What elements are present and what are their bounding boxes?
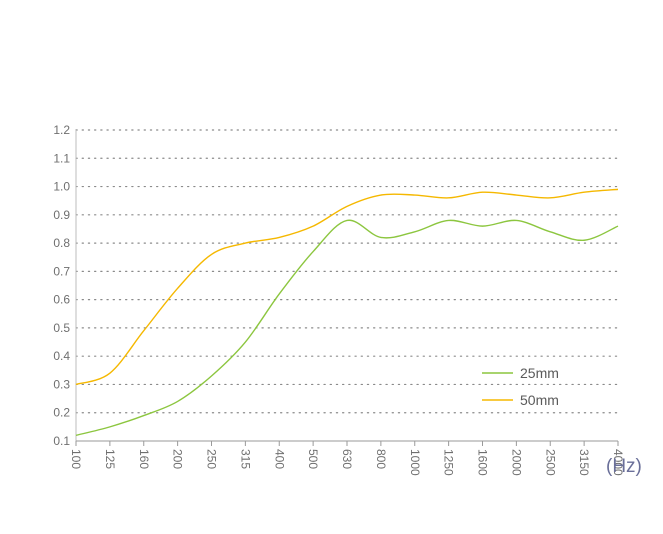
data-point — [142, 329, 145, 332]
data-point — [447, 196, 450, 199]
x-tick-label: 800 — [374, 449, 388, 469]
data-point — [481, 191, 484, 194]
y-tick-label: 0.8 — [53, 236, 70, 250]
x-tick-label: 1250 — [442, 449, 456, 476]
data-point — [379, 236, 382, 239]
data-point — [549, 230, 552, 233]
data-point — [583, 191, 586, 194]
axis-layer: 0.1 0.2 0.3 0.4 0.5 0.6 0.7 0.8 0.9 1.0 1.1 1.2 100 1… — [53, 123, 625, 476]
data-point — [413, 230, 416, 233]
y-tick-label: 0.4 — [53, 349, 70, 363]
y-tick-label: 1.2 — [53, 123, 70, 137]
x-tick-label: 500 — [306, 449, 320, 469]
y-tick-label: 0.2 — [53, 406, 70, 420]
legend-label: 50mm — [520, 392, 559, 408]
data-point — [244, 340, 247, 343]
data-point — [74, 383, 77, 386]
y-tick-label: 1.0 — [53, 180, 70, 194]
x-tick-label: 250 — [205, 449, 219, 469]
y-tick-label: 0.7 — [53, 264, 70, 278]
x-tick-label: 2500 — [543, 449, 557, 476]
x-tick-label: 4000 — [611, 449, 625, 476]
data-point — [515, 193, 518, 196]
series-line-50mm — [75, 188, 619, 386]
data-point — [616, 188, 619, 191]
data-point — [447, 219, 450, 222]
data-point — [176, 287, 179, 290]
data-point — [210, 253, 213, 256]
data-point — [549, 196, 552, 199]
data-point — [244, 241, 247, 244]
data-point — [312, 225, 315, 228]
x-tick-label: 1600 — [476, 449, 490, 476]
x-tick-label: 1000 — [408, 449, 422, 476]
x-tick-label: 125 — [103, 449, 117, 469]
data-point — [515, 219, 518, 222]
x-tick-label: 2000 — [509, 449, 523, 476]
data-point — [74, 434, 77, 437]
data-point — [108, 372, 111, 375]
data-point — [176, 400, 179, 403]
data-point — [142, 414, 145, 417]
x-tick-label: 3150 — [577, 449, 591, 476]
x-tick-label: 200 — [171, 449, 185, 469]
data-point — [210, 374, 213, 377]
data-point — [379, 193, 382, 196]
x-tick-label: 315 — [238, 449, 252, 469]
x-tick-label: 400 — [272, 449, 286, 469]
y-tick-label: 0.3 — [53, 377, 70, 391]
series-layer — [74, 188, 619, 437]
data-point — [278, 236, 281, 239]
data-point — [616, 225, 619, 228]
data-point — [413, 193, 416, 196]
x-tick-label: 630 — [340, 449, 354, 469]
x-axis-unit-label: (Hz) — [606, 456, 642, 477]
y-tick-label: 0.1 — [53, 434, 70, 448]
y-tick-label: 0.9 — [53, 208, 70, 222]
data-point — [108, 425, 111, 428]
data-point — [312, 250, 315, 253]
y-tick-label: 0.5 — [53, 321, 70, 335]
legend-label: 25mm — [520, 365, 559, 381]
x-tick-label: 160 — [137, 449, 151, 469]
data-point — [345, 219, 348, 222]
y-tick-label: 1.1 — [53, 151, 70, 165]
series-line-25mm — [75, 219, 619, 437]
x-tick-label: 100 — [69, 449, 83, 469]
legend: 25mm 50mm — [482, 365, 559, 408]
data-point — [583, 239, 586, 242]
data-point — [345, 205, 348, 208]
y-tick-label: 0.6 — [53, 293, 70, 307]
data-point — [481, 225, 484, 228]
data-point — [278, 292, 281, 295]
